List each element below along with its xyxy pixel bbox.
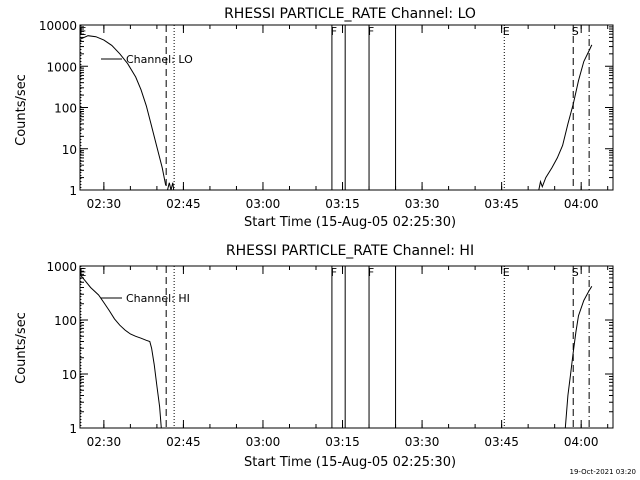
- x-tick-label-hi: 03:00: [246, 435, 281, 449]
- y-tick-label-hi: 100: [54, 314, 77, 328]
- y-tick-label-lo: 10: [62, 143, 77, 157]
- plot-frame-lo: [79, 24, 614, 191]
- generation-timestamp: 19-Oct-2021 03:20: [570, 468, 636, 476]
- event-marker-label-hi: E: [79, 266, 86, 279]
- plot-area-lo: 1 10 100 1000 10000 02:30 02:45 03:00 03:15 03:30…: [39, 19, 614, 211]
- x-tick-label-hi: 02:45: [166, 435, 201, 449]
- x-axis-label-lo: Start Time (15-Aug-05 02:25:30): [244, 215, 456, 230]
- y-tick-label-hi: 10: [62, 368, 77, 382]
- event-marker-label-lo: F: [331, 25, 337, 38]
- event-marker-label-hi: F: [331, 266, 337, 279]
- series-line-hi: [564, 286, 593, 429]
- x-tick-label-hi: 03:30: [405, 435, 440, 449]
- x-tick-label-hi: 04:00: [564, 435, 599, 449]
- x-tick-label-lo: 03:15: [325, 197, 360, 211]
- event-marker-label-hi: S: [572, 266, 579, 279]
- event-marker-label-lo: E: [79, 25, 86, 38]
- y-axis-label-lo: Counts/sec: [14, 74, 29, 146]
- y-tick-label-lo: 100: [54, 102, 77, 116]
- x-tick-label-hi: 03:15: [325, 435, 360, 449]
- legend-label-lo: Channel: LO: [126, 53, 193, 66]
- y-axis-label-hi: Counts/sec: [14, 312, 29, 384]
- series-line-lo: [167, 182, 175, 191]
- x-tick-label-lo: 03:45: [484, 197, 519, 211]
- y-tick-label-hi: 1000: [46, 260, 77, 274]
- chart-title-lo: RHESSI PARTICLE_RATE Channel: LO: [224, 6, 476, 22]
- series-line-lo: [538, 44, 593, 191]
- x-tick-label-lo: 03:00: [246, 197, 281, 211]
- series-line-lo: [79, 35, 167, 186]
- event-marker-label-lo: S: [572, 25, 579, 38]
- series-line-hi: [79, 274, 162, 429]
- x-tick-label-hi: 02:30: [87, 435, 122, 449]
- y-tick-label-hi: 1: [69, 422, 77, 436]
- legend-label-hi: Channel: HI: [126, 292, 190, 305]
- x-tick-label-lo: 03:30: [405, 197, 440, 211]
- event-marker-label-hi: E: [503, 266, 510, 279]
- chart-title-hi: RHESSI PARTICLE_RATE Channel: HI: [226, 243, 474, 259]
- y-tick-label-lo: 1000: [46, 60, 77, 74]
- x-tick-label-lo: 02:45: [166, 197, 201, 211]
- x-tick-label-lo: 02:30: [87, 197, 122, 211]
- panel-lo: RHESSI PARTICLE_RATE Channel: LO Start T…: [14, 6, 614, 230]
- x-axis-label-hi: Start Time (15-Aug-05 02:25:30): [244, 455, 456, 470]
- event-marker-label-lo: E: [503, 25, 510, 38]
- panel-hi: RHESSI PARTICLE_RATE Channel: HI Start T…: [14, 243, 614, 470]
- event-marker-label-lo: F: [368, 25, 374, 38]
- event-marker-label-hi: F: [368, 266, 374, 279]
- y-tick-label-lo: 10000: [39, 19, 77, 33]
- x-tick-label-lo: 04:00: [564, 197, 599, 211]
- plot-frame-hi: [79, 265, 614, 429]
- plot-area-hi: 1 10 100 1000 02:30 02:45 03:00 03:15 03:30 03:45…: [46, 260, 614, 449]
- x-tick-label-hi: 03:45: [484, 435, 519, 449]
- y-tick-label-lo: 1: [69, 184, 77, 198]
